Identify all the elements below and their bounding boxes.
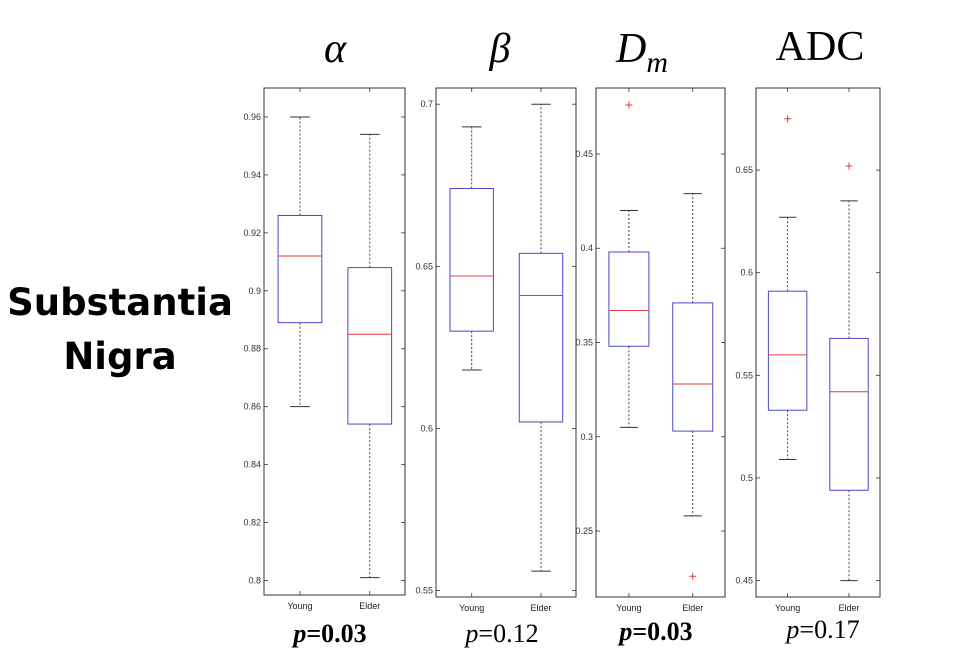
box-elder [347,133,393,579]
plot-frame [435,87,577,598]
panel-title: ADC [776,24,865,70]
panel-3: 0.25 0.3 0.35 0.4 0.45 Young Elder Dm p=0.03 [575,26,726,646]
plot-frame [755,87,881,598]
y-tick-label: 0.3 [580,432,593,442]
outlier-marker [845,162,853,170]
y-tick-label: 0.86 [243,402,261,412]
iqr-box [608,251,650,347]
box-young [608,101,650,428]
panel-2: 0.55 0.6 0.65 0.7 Young Elder β p=0.12 [415,26,577,648]
iqr-box [829,337,869,491]
row-label: Substantia Nigra [0,276,240,384]
y-tick-label: 0.7 [420,99,433,109]
y-tick-label: 0.35 [575,338,593,348]
y-tick-label: 0.9 [248,286,261,296]
y-tick-label: 0.55 [415,586,433,596]
panel-title-subscript: m [646,46,668,79]
box-elder [518,103,564,572]
iqr-box [518,252,564,423]
y-tick-label: 0.45 [575,149,593,159]
iqr-box [449,188,494,332]
y-tick-label: 0.5 [740,473,753,483]
category-label-young: Young [459,603,484,613]
plot-frame [595,87,726,598]
y-tick-label: 0.6 [740,268,753,278]
outlier-marker [689,572,697,580]
iqr-box [767,290,808,411]
y-tick-label: 0.82 [243,518,261,528]
p-symbol: p [617,617,632,646]
y-tick-label: 0.25 [575,526,593,536]
iqr-box [347,267,393,425]
y-tick-label: 0.45 [735,576,753,586]
p-value-label: p=0.03 [617,617,692,646]
y-tick-label: 0.65 [735,165,753,175]
category-label-young: Young [775,603,800,613]
iqr-box [277,214,323,324]
y-tick-label: 0.65 [415,261,433,271]
p-number: =0.03 [632,617,692,646]
p-value-label: p=0.03 [291,619,366,648]
category-label-elder: Elder [530,603,551,613]
y-tick-label: 0.6 [420,423,433,433]
p-number: =0.17 [799,615,859,644]
category-label-elder: Elder [682,603,703,613]
row-label-line1: Substantia [7,281,233,324]
y-tick-label: 0.96 [243,112,261,122]
y-tick-label: 0.92 [243,228,261,238]
box-young [277,116,323,408]
box-elder [829,162,869,582]
box-young [449,126,494,371]
row-label-line2: Nigra [63,335,177,378]
plot-frame [263,87,406,596]
p-symbol: p [784,615,799,644]
panel-1: 0.8 0.82 0.84 0.86 0.88 0.9 0.92 0.94 0.96 Young E… [243,26,406,648]
outlier-marker [784,115,792,123]
iqr-box [672,302,714,432]
p-symbol: p [291,619,306,648]
category-label-elder: Elder [838,603,859,613]
panel-title: Dm [615,26,668,79]
box-young [767,115,808,460]
category-label-young: Young [616,603,641,613]
y-tick-label: 0.94 [243,170,261,180]
p-value-label: p=0.12 [463,619,538,648]
panel-title: α [324,26,347,72]
y-tick-label: 0.88 [243,344,261,354]
y-tick-label: 0.4 [580,243,593,253]
category-label-young: Young [287,601,312,611]
y-tick-label: 0.8 [248,576,261,586]
box-elder [672,193,714,580]
p-value-label: p=0.17 [784,615,859,644]
p-symbol: p [463,619,478,648]
y-tick-label: 0.55 [735,370,753,380]
panel-title: β [489,26,511,72]
p-number: =0.12 [478,619,538,648]
panel-4: 0.45 0.5 0.55 0.6 0.65 Young Elder ADC p=0.17 [735,24,881,644]
category-label-elder: Elder [359,601,380,611]
y-tick-label: 0.84 [243,460,261,470]
p-number: =0.03 [306,619,366,648]
outlier-marker [625,101,633,109]
